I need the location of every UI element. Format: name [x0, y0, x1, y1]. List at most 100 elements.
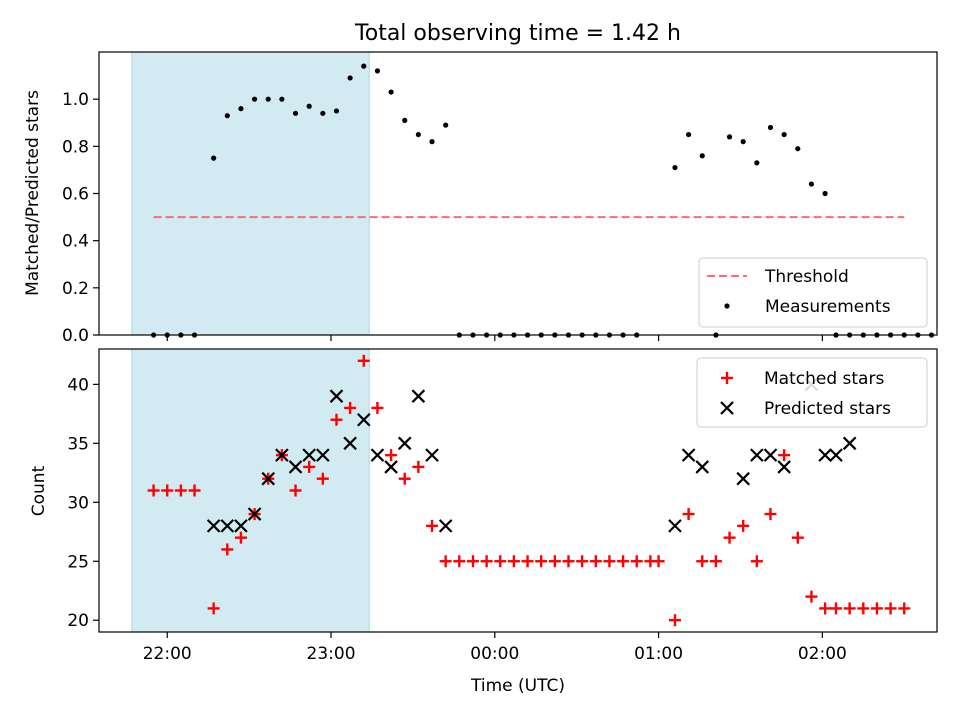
predicted-star-point — [842, 436, 857, 451]
measurement-point — [429, 139, 435, 145]
matched-star-point — [617, 555, 630, 568]
measurement-point — [443, 122, 449, 128]
predicted-star-point — [206, 519, 221, 533]
matched-star-point — [589, 555, 602, 568]
measurement-point — [699, 153, 705, 159]
measurement-point — [822, 190, 828, 197]
measurement-point — [265, 96, 271, 102]
matched-star-point — [709, 555, 722, 568]
legend-predicted-label: Predicted stars — [764, 399, 891, 419]
matched-star-point — [234, 531, 247, 544]
predicted-star-point — [668, 519, 682, 533]
top-legend-box — [698, 257, 928, 328]
top-y-tick: 0.8 — [62, 137, 99, 157]
predicted-star-point — [234, 519, 248, 533]
matched-star-point — [344, 401, 357, 414]
predicted-star-point — [220, 519, 235, 533]
matched-star-point — [466, 555, 479, 568]
chart-title: Total observing time = 1.42 h — [354, 21, 681, 46]
measurement-point — [767, 124, 774, 131]
bottom-x-tick: 00:00 — [470, 632, 519, 664]
matched-star-point — [723, 531, 736, 544]
svg-text:35: 35 — [67, 434, 89, 454]
predicted-star-point — [411, 389, 426, 403]
matched-star-point — [161, 484, 174, 497]
matched-star-point — [439, 555, 452, 568]
matched-star-point — [884, 602, 897, 615]
svg-text:1.0: 1.0 — [62, 90, 89, 110]
measurement-point — [415, 131, 421, 138]
matched-star-point — [682, 508, 695, 521]
legend-measurements-label: Measurements — [765, 297, 891, 317]
matched-star-point — [330, 413, 343, 426]
predicted-star-point — [329, 389, 344, 403]
matched-star-point — [221, 543, 234, 556]
svg-text:0.8: 0.8 — [62, 137, 89, 157]
svg-text:0.4: 0.4 — [62, 232, 89, 252]
matched-star-point — [750, 555, 763, 568]
bottom-x-tick: 23:00 — [307, 632, 356, 664]
predicted-star-point — [829, 448, 843, 462]
matched-star-point — [630, 555, 643, 568]
legend-measurements-swatch — [724, 303, 730, 309]
measurement-point — [361, 63, 367, 69]
matched-star-point — [668, 614, 681, 627]
measurement-point — [402, 117, 408, 123]
matched-star-point — [316, 472, 329, 485]
matched-star-point — [696, 555, 709, 568]
x-axis-label: Time (UTC) — [470, 676, 565, 696]
bottom-y-axis-label: Count — [29, 465, 49, 516]
matched-star-point — [764, 508, 777, 521]
measurement-point — [388, 89, 394, 95]
measurement-point — [279, 96, 285, 102]
bottom-y-tick: 30 — [67, 493, 99, 513]
svg-text:25: 25 — [67, 552, 89, 572]
predicted-star-point — [370, 448, 385, 462]
measurement-point — [672, 164, 678, 171]
measurement-point — [686, 131, 692, 138]
bottom-y-tick: 40 — [67, 375, 99, 395]
matched-star-point — [805, 590, 818, 603]
predicted-star-point — [261, 471, 276, 486]
bottom-y-tick: 25 — [67, 552, 99, 572]
matched-star-point — [174, 484, 187, 497]
matched-star-point — [535, 555, 548, 568]
matched-star-point — [494, 555, 507, 568]
matched-star-point — [778, 449, 791, 462]
predicted-star-point — [777, 460, 791, 474]
matched-star-point — [830, 602, 843, 615]
matched-star-point — [188, 484, 201, 497]
measurement-point — [374, 68, 381, 74]
measurement-point — [726, 134, 733, 140]
predicted-star-point — [397, 436, 412, 451]
top-y-axis-label: Matched/Predicted stars — [23, 90, 43, 296]
matched-star-point — [843, 602, 856, 615]
svg-text:40: 40 — [67, 375, 89, 395]
measurement-point — [306, 103, 312, 109]
top-y-tick: 0.0 — [62, 326, 99, 346]
legend-threshold-label: Threshold — [764, 267, 849, 287]
measurement-point — [333, 108, 340, 114]
svg-text:0.6: 0.6 — [62, 185, 89, 205]
predicted-star-point — [736, 471, 750, 486]
svg-text:30: 30 — [67, 493, 89, 513]
measurement-point — [224, 113, 230, 119]
matched-star-point — [857, 602, 870, 615]
legend-matched-label: Matched stars — [764, 369, 884, 389]
predicted-star-point — [247, 507, 262, 521]
matched-star-point — [412, 460, 425, 473]
matched-star-point — [737, 519, 750, 532]
matched-star-point — [870, 602, 883, 615]
matched-star-point — [289, 484, 302, 497]
matched-star-point — [507, 555, 520, 568]
top-y-tick: 0.6 — [62, 185, 99, 205]
svg-text:0.2: 0.2 — [62, 279, 89, 299]
predicted-star-point — [681, 448, 696, 462]
predicted-star-point — [356, 412, 371, 427]
predicted-star-point — [384, 460, 398, 474]
predicted-star-point — [750, 448, 764, 462]
matched-star-point — [426, 519, 439, 532]
bottom-x-tick: 22:00 — [143, 632, 192, 664]
bottom-y-tick: 35 — [67, 434, 99, 454]
